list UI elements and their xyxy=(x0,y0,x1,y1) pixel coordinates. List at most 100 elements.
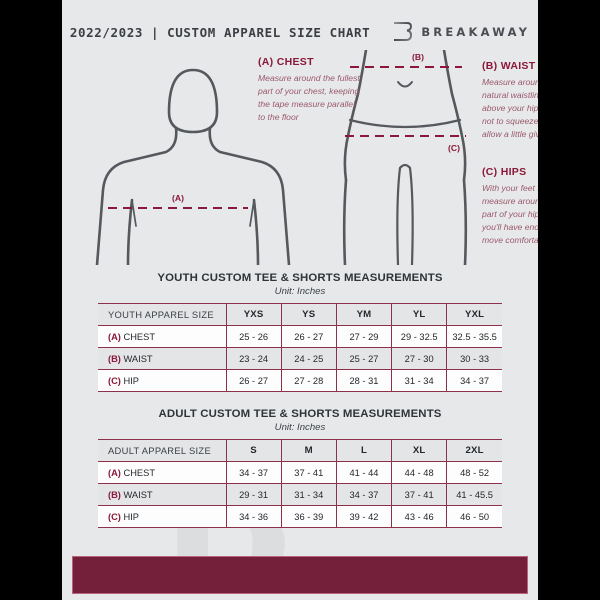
lower-body-figure xyxy=(342,50,468,265)
youth-size-yxl: YXL xyxy=(446,303,502,326)
youth-hip-ys: 27 - 28 xyxy=(280,369,337,392)
table-row: (A) CHEST 34 - 37 37 - 41 41 - 44 44 - 4… xyxy=(98,461,502,484)
upper-body-figure xyxy=(95,68,291,265)
waist-marker-label: (B) xyxy=(412,52,424,62)
header-season: 2022/2023 xyxy=(69,24,144,40)
callout-chest-title: (A) CHEST xyxy=(258,56,314,68)
youth-waist-yl: 27 - 30 xyxy=(391,347,447,370)
adult-size-m: M xyxy=(280,439,337,462)
adult-chest-s: 34 - 37 xyxy=(225,461,282,484)
youth-chest-label: CHEST xyxy=(123,331,156,342)
adult-chest-tag: (A) xyxy=(108,467,121,478)
chest-marker-label: (A) xyxy=(172,193,184,203)
table-header-row: ADULT APPAREL SIZE S M L XL 2XL xyxy=(98,439,502,462)
youth-size-ym: YM xyxy=(335,303,392,326)
callout-hips-title: (C) HIPS xyxy=(482,166,527,178)
page-title: CUSTOM APPAREL SIZE CHART xyxy=(167,24,371,40)
adult-size-header: ADULT APPAREL SIZE xyxy=(98,439,226,462)
youth-waist-tag: (B) xyxy=(108,353,121,364)
youth-size-ys: YS xyxy=(280,303,337,326)
youth-chest-ym: 27 - 29 xyxy=(335,325,392,348)
adult-hip-m: 36 - 39 xyxy=(280,505,337,528)
callout-hips-body: With your feet together, measure around … xyxy=(482,183,538,245)
youth-waist-ym: 25 - 27 xyxy=(335,347,392,370)
bottom-accent-bar xyxy=(72,556,528,594)
table-header-row: YOUTH APPAREL SIZE YXS YS YM YL YXL xyxy=(98,303,502,326)
adult-row-label-waist: (B) WAIST xyxy=(98,483,226,506)
table-row: (A) CHEST 25 - 26 26 - 27 27 - 29 29 - 3… xyxy=(98,325,502,348)
youth-hip-yxl: 34 - 37 xyxy=(446,369,502,392)
adult-row-label-chest: (A) CHEST xyxy=(98,461,226,484)
adult-chest-l: 41 - 44 xyxy=(335,461,392,484)
adult-chest-m: 37 - 41 xyxy=(280,461,337,484)
youth-waist-label: WAIST xyxy=(123,353,153,364)
youth-hip-tag: (C) xyxy=(108,375,121,386)
adult-waist-tag: (B) xyxy=(108,489,121,500)
youth-row-label-hip: (C) HIP xyxy=(98,369,226,392)
youth-section-title: YOUTH CUSTOM TEE & SHORTS MEASUREMENTS xyxy=(157,272,443,284)
youth-section-unit: Unit: Inches xyxy=(274,286,326,297)
adult-section-title: ADULT CUSTOM TEE & SHORTS MEASUREMENTS xyxy=(158,408,442,420)
size-chart-page: B 2022/2023 | CUSTOM APPAREL SIZE CHART xyxy=(62,0,538,600)
breakaway-b-monogram-icon xyxy=(394,21,413,43)
youth-hip-yl: 31 - 34 xyxy=(391,369,447,392)
adult-section-unit: Unit: Inches xyxy=(274,422,326,433)
youth-chest-yxl: 32.5 - 35.5 xyxy=(446,325,502,348)
adult-hip-label: HIP xyxy=(123,511,140,522)
adult-size-s: S xyxy=(225,439,282,462)
page-header: 2022/2023 | CUSTOM APPAREL SIZE CHART BR… xyxy=(62,20,538,44)
youth-hip-ym: 28 - 31 xyxy=(335,369,392,392)
adult-hip-tag: (C) xyxy=(108,511,121,522)
adult-waist-xl: 37 - 41 xyxy=(391,483,447,506)
adult-size-2xl: 2XL xyxy=(446,439,502,462)
callout-waist-title: (B) WAIST xyxy=(482,60,536,72)
table-row: (B) WAIST 23 - 24 24 - 25 25 - 27 27 - 3… xyxy=(98,347,502,370)
adult-hip-s: 34 - 36 xyxy=(225,505,282,528)
youth-size-header: YOUTH APPAREL SIZE xyxy=(98,303,226,326)
table-row: (C) HIP 26 - 27 27 - 28 28 - 31 31 - 34 … xyxy=(98,369,502,392)
header-separator: | xyxy=(151,24,160,40)
adult-size-xl: XL xyxy=(391,439,447,462)
adult-waist-m: 31 - 34 xyxy=(280,483,337,506)
youth-size-yl: YL xyxy=(391,303,447,326)
youth-chest-ys: 26 - 27 xyxy=(280,325,337,348)
youth-hip-label: HIP xyxy=(123,375,140,386)
youth-waist-yxs: 23 - 24 xyxy=(225,347,282,370)
youth-section: YOUTH CUSTOM TEE & SHORTS MEASUREMENTS U… xyxy=(98,272,502,392)
adult-row-label-hip: (C) HIP xyxy=(98,505,226,528)
youth-waist-yxl: 30 - 33 xyxy=(446,347,502,370)
table-row: (B) WAIST 29 - 31 31 - 34 34 - 37 37 - 4… xyxy=(98,483,502,506)
callout-waist-body: Measure around your natural waistline – … xyxy=(482,77,538,139)
measurement-illustration: (A) (B) (C xyxy=(62,50,538,265)
adult-hip-xl: 43 - 46 xyxy=(391,505,447,528)
adult-chest-xl: 44 - 48 xyxy=(391,461,447,484)
adult-chest-label: CHEST xyxy=(123,467,156,478)
youth-waist-ys: 24 - 25 xyxy=(280,347,337,370)
adult-waist-label: WAIST xyxy=(123,489,153,500)
youth-row-label-chest: (A) CHEST xyxy=(98,325,226,348)
brand-logo: BREAKAWAY xyxy=(392,20,530,44)
adult-hip-l: 39 - 42 xyxy=(335,505,392,528)
youth-chest-yl: 29 - 32.5 xyxy=(391,325,447,348)
youth-size-table: YOUTH APPAREL SIZE YXS YS YM YL YXL (A) … xyxy=(98,303,502,392)
hips-marker-label: (C) xyxy=(448,143,460,153)
youth-row-label-waist: (B) WAIST xyxy=(98,347,226,370)
table-row: (C) HIP 34 - 36 36 - 39 39 - 42 43 - 46 … xyxy=(98,505,502,528)
adult-waist-s: 29 - 31 xyxy=(225,483,282,506)
brand-name: BREAKAWAY xyxy=(421,25,531,39)
youth-chest-tag: (A) xyxy=(108,331,121,342)
adult-waist-l: 34 - 37 xyxy=(335,483,392,506)
adult-chest-2xl: 48 - 52 xyxy=(446,461,502,484)
adult-section: ADULT CUSTOM TEE & SHORTS MEASUREMENTS U… xyxy=(98,408,502,528)
callout-hips: (C) HIPS With your feet together, measur… xyxy=(482,166,538,246)
adult-waist-2xl: 41 - 45.5 xyxy=(446,483,502,506)
youth-size-yxs: YXS xyxy=(225,303,282,326)
adult-hip-2xl: 46 - 50 xyxy=(446,505,502,528)
youth-hip-yxs: 26 - 27 xyxy=(225,369,282,392)
adult-size-l: L xyxy=(335,439,392,462)
adult-size-table: ADULT APPAREL SIZE S M L XL 2XL (A) CHES… xyxy=(98,439,502,528)
callout-chest: (A) CHEST Measure around the fullest par… xyxy=(258,56,362,124)
callout-chest-body: Measure around the fullest part of your … xyxy=(258,73,360,122)
youth-chest-yxs: 25 - 26 xyxy=(225,325,282,348)
callout-waist: (B) WAIST Measure around your natural wa… xyxy=(482,60,538,140)
